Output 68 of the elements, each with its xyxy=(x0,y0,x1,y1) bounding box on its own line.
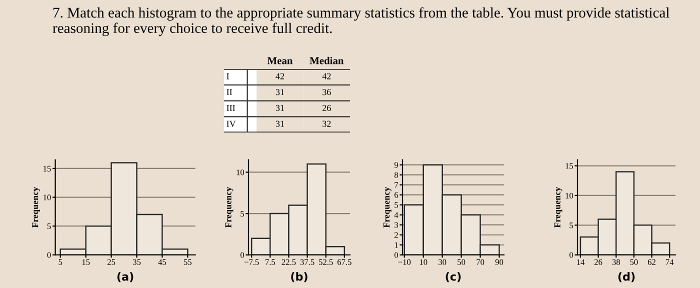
x-axis-title: (d) xyxy=(618,272,635,282)
x-axis-title: (a) xyxy=(117,272,134,282)
y-axis-title: Frequency xyxy=(225,186,234,228)
x-tick-label: 37.5 xyxy=(300,259,314,265)
x-tick-label: 26 xyxy=(594,259,602,265)
data-label: 36 xyxy=(322,89,331,96)
x-tick-label: 70 xyxy=(476,259,484,265)
x-tick-label: 55 xyxy=(184,259,192,265)
x-tick-label: 52.5 xyxy=(319,259,333,265)
y-tick-label: IV xyxy=(226,120,236,127)
data-label: 42 xyxy=(322,73,331,80)
y-tick-label: 5 xyxy=(240,210,244,217)
y-axis-title: Frequency xyxy=(384,186,392,228)
y-tick-label: 1 xyxy=(394,242,398,248)
y-tick-label: 0 xyxy=(47,252,51,258)
y-tick-label: 7 xyxy=(394,182,398,188)
y-tick-label: 0 xyxy=(240,252,244,258)
y-tick-label: 0 xyxy=(569,252,574,258)
x-tick-label: 10 xyxy=(420,259,428,265)
y-tick-label: III xyxy=(226,104,236,111)
data-label: 26 xyxy=(322,104,331,111)
x-tick-label: −10 xyxy=(398,259,411,265)
x-tick-label: 45 xyxy=(158,259,166,265)
data-label: 32 xyxy=(322,120,331,127)
y-tick-label: 10 xyxy=(566,192,574,198)
x-axis-title: (c) xyxy=(446,272,461,282)
x-tick-label: Mean xyxy=(267,57,293,64)
x-tick-label: 38 xyxy=(612,259,620,265)
y-tick-label: II xyxy=(226,89,232,96)
x-tick-label: 15 xyxy=(82,259,90,265)
y-tick-label: I xyxy=(226,73,230,80)
x-tick-label: 74 xyxy=(666,259,674,265)
x-tick-label: 25 xyxy=(108,259,116,265)
y-tick-label: 15 xyxy=(566,163,574,169)
y-axis-title: Frequency xyxy=(32,186,40,228)
data-label: 42 xyxy=(276,73,284,80)
x-tick-label: 14 xyxy=(577,259,585,265)
y-tick-label: 2 xyxy=(394,232,398,238)
y-tick-label: 10 xyxy=(44,194,51,200)
y-tick-label: 5 xyxy=(570,222,574,228)
y-tick-label: 0 xyxy=(394,252,398,258)
y-tick-label: 5 xyxy=(47,224,51,230)
data-label: 31 xyxy=(276,89,284,96)
y-tick-label: 6 xyxy=(394,192,398,198)
y-tick-label: 4 xyxy=(394,212,398,218)
x-tick-label: 90 xyxy=(495,259,504,265)
x-tick-label: 5 xyxy=(58,259,62,265)
data-label: 31 xyxy=(276,104,284,111)
x-tick-label: 7.5 xyxy=(266,259,276,265)
y-tick-label: 9 xyxy=(394,162,398,168)
y-tick-label: 8 xyxy=(394,172,398,178)
x-tick-label: 50 xyxy=(458,259,466,265)
x-tick-label: 67.5 xyxy=(337,259,352,265)
x-tick-label: Median xyxy=(310,56,344,64)
x-tick-label: 30 xyxy=(438,259,446,265)
y-tick-label: 15 xyxy=(44,166,51,172)
y-tick-label: 3 xyxy=(394,222,398,228)
data-label: 31 xyxy=(276,120,284,127)
x-tick-label: −7.5 xyxy=(244,259,259,265)
y-tick-label: 10 xyxy=(236,170,244,176)
x-axis-title: (b) xyxy=(291,272,308,282)
x-tick-label: 62 xyxy=(648,259,656,265)
x-tick-label: 50 xyxy=(630,259,638,265)
y-axis-title: Frequency xyxy=(554,186,562,228)
y-tick-label: 5 xyxy=(394,202,398,208)
x-tick-label: 35 xyxy=(132,259,141,265)
x-tick-label: 22.5 xyxy=(282,259,296,265)
chart-title: 7. Match each histogram to the appropriate summary statistics from the table. You must provide statistical reasoning for every choice to receive full credit. xyxy=(52,7,670,36)
